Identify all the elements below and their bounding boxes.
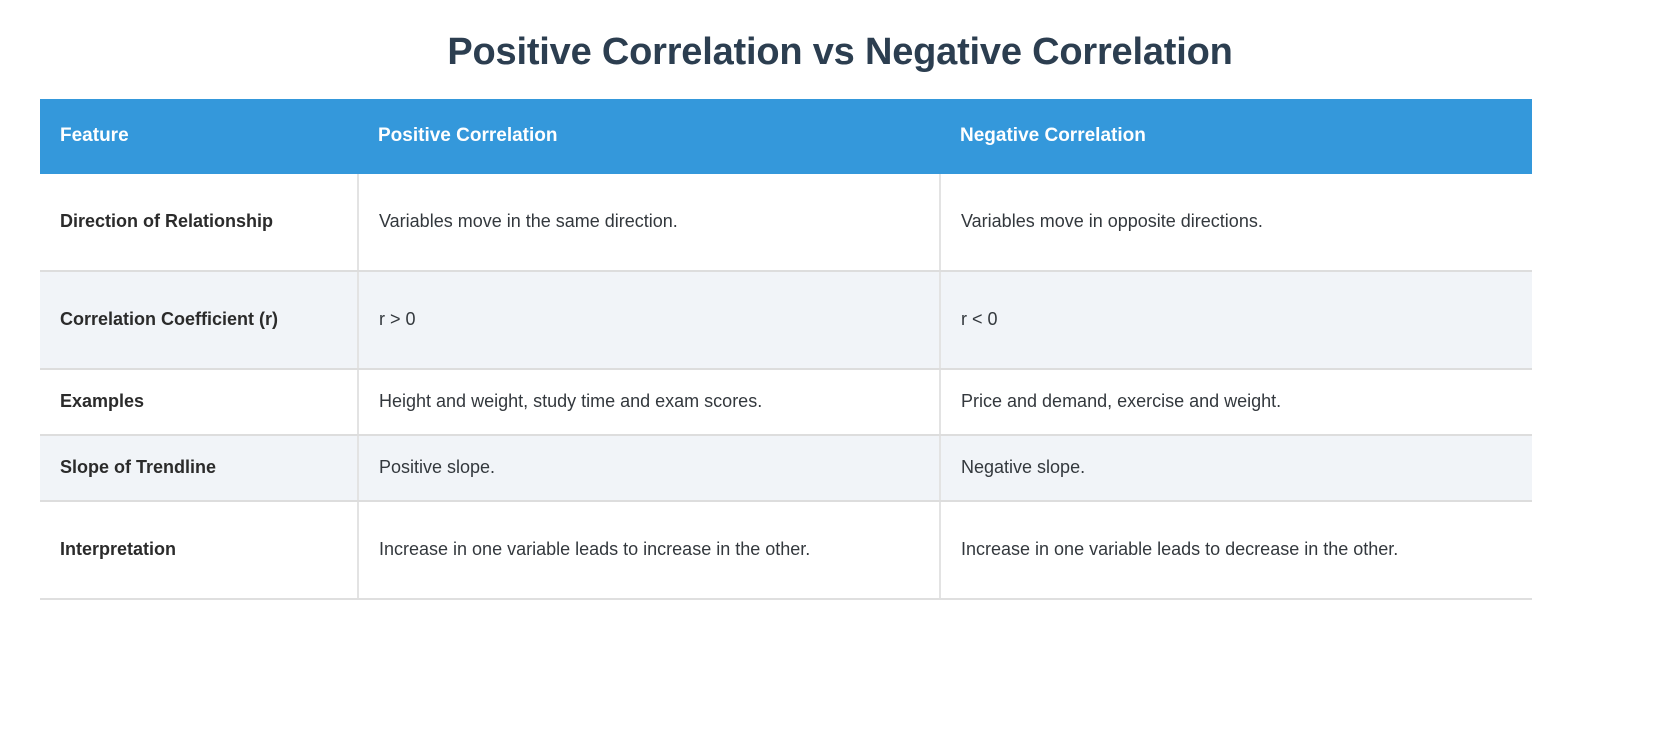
cell-feature: Slope of Trendline — [40, 434, 359, 502]
comparison-table: Feature Positive Correlation Negative Co… — [40, 99, 1532, 600]
cell-feature: Examples — [40, 368, 359, 436]
table-body: Direction of Relationship Variables move… — [40, 173, 1532, 600]
cell-feature: Correlation Coefficient (r) — [40, 270, 359, 370]
table-header-row: Feature Positive Correlation Negative Co… — [40, 99, 1532, 174]
table-header: Feature Positive Correlation Negative Co… — [40, 99, 1532, 174]
cell-negative: Price and demand, exercise and weight. — [940, 368, 1532, 436]
cell-positive: r > 0 — [358, 270, 941, 370]
cell-feature: Direction of Relationship — [40, 173, 359, 272]
table-row: Direction of Relationship Variables move… — [40, 173, 1532, 272]
column-header-negative-correlation: Negative Correlation — [940, 99, 1532, 174]
table-row: Correlation Coefficient (r) r > 0 r < 0 — [40, 270, 1532, 370]
column-header-positive-correlation: Positive Correlation — [358, 99, 940, 174]
cell-positive: Increase in one variable leads to increa… — [358, 500, 941, 600]
page-title: Positive Correlation vs Negative Correla… — [447, 31, 1233, 73]
cell-positive: Positive slope. — [358, 434, 941, 502]
cell-negative: Variables move in opposite directions. — [940, 173, 1532, 272]
cell-negative: Negative slope. — [940, 434, 1532, 502]
cell-feature: Interpretation — [40, 500, 359, 600]
column-header-feature: Feature — [40, 99, 358, 174]
table-row: Examples Height and weight, study time a… — [40, 368, 1532, 436]
cell-negative: r < 0 — [940, 270, 1532, 370]
table-row: Slope of Trendline Positive slope. Negat… — [40, 434, 1532, 502]
table-row: Interpretation Increase in one variable … — [40, 500, 1532, 600]
cell-negative: Increase in one variable leads to decrea… — [940, 500, 1532, 600]
comparison-table-container: Feature Positive Correlation Negative Co… — [40, 99, 1532, 600]
cell-positive: Height and weight, study time and exam s… — [358, 368, 941, 436]
cell-positive: Variables move in the same direction. — [358, 173, 941, 272]
